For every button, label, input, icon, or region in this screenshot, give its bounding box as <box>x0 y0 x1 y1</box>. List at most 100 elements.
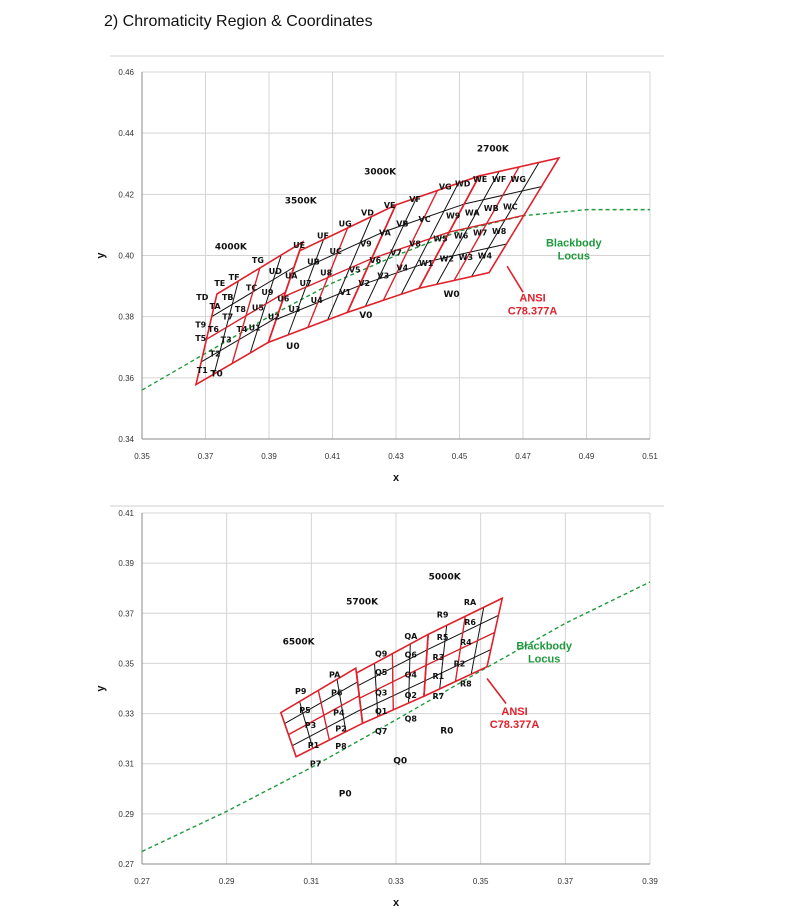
ansi-pointer-line <box>506 265 524 293</box>
bin-label: T8 <box>235 305 246 314</box>
bin-label: W4 <box>478 252 493 261</box>
x-tick-label: 0.47 <box>515 452 531 461</box>
x-tick-label: 0.41 <box>325 452 341 461</box>
bin-label: VF <box>409 195 421 204</box>
bin-label: TD <box>196 293 208 302</box>
ansi-box-5000k <box>423 596 504 698</box>
bin-label: Q9 <box>375 649 388 658</box>
y-tick-label: 0.33 <box>118 710 134 719</box>
y-axis-label: y <box>95 685 107 692</box>
bin-label: P7 <box>310 760 321 769</box>
bin-label: R2 <box>454 659 466 668</box>
bin-label: UA <box>285 271 298 280</box>
cct-label: 3000K <box>364 167 397 177</box>
y-tick-label: 0.27 <box>118 860 134 869</box>
bin-label: W1 <box>419 259 434 268</box>
bin-label: W8 <box>492 227 507 236</box>
bin-label: W5 <box>433 235 448 244</box>
bin-label: V7 <box>390 248 402 257</box>
bin-label: V4 <box>396 264 408 273</box>
bin-label: V9 <box>360 239 372 248</box>
bin-label: VD <box>361 209 374 218</box>
y-axis-label: y <box>95 252 107 259</box>
bin-label: Q5 <box>375 668 388 677</box>
bin-label: Q2 <box>405 691 417 700</box>
bin-label: V6 <box>369 256 381 265</box>
x-tick-label: 0.33 <box>388 877 404 886</box>
bin-label: U2 <box>268 313 280 322</box>
chromaticity-chart-cool: 0.27 0.29 0.31 0.33 0.35 0.37 0.39 0.27 0.29 0.31… <box>95 505 664 909</box>
ansi-quadrangle-outline <box>417 156 561 290</box>
bin-label: P6 <box>331 688 343 697</box>
x-tick-label: 0.39 <box>261 452 277 461</box>
bin-label: P8 <box>335 742 347 751</box>
bin-label: UB <box>307 258 320 267</box>
bin-label: R6 <box>464 618 476 627</box>
bin-label: U5 <box>252 303 264 312</box>
bin-label: UC <box>329 247 341 256</box>
ansi-box-5700k <box>355 632 430 725</box>
bin-label: V5 <box>349 265 361 274</box>
bin-label: Q3 <box>375 688 387 697</box>
bin-label: R4 <box>460 638 472 647</box>
region-label: P0 <box>339 789 352 799</box>
ansi-center-line <box>359 664 427 699</box>
bin-label: TC <box>246 284 257 293</box>
ansi-box-3000k <box>345 174 481 314</box>
x-axis-label: x <box>393 897 400 909</box>
ansi-center-line <box>288 695 360 736</box>
x-tick-label: 0.35 <box>473 877 489 886</box>
region-label: W0 <box>443 290 459 300</box>
bin-label: V2 <box>358 279 370 288</box>
bin-label: UG <box>339 219 352 228</box>
bin-label: U8 <box>320 268 332 277</box>
cct-label: 3500K <box>285 197 318 207</box>
bin-label: T3 <box>221 336 232 345</box>
bin-label: R8 <box>460 679 472 688</box>
cct-label: 5700K <box>346 598 379 608</box>
bin-label: VB <box>396 219 408 228</box>
bin-label: R9 <box>437 611 449 620</box>
x-tick-label: 0.27 <box>134 877 150 886</box>
bin-label: TF <box>229 273 240 282</box>
ansi-pointer-line <box>486 677 507 705</box>
y-tick-label: 0.46 <box>118 68 134 77</box>
blackbody-label: Locus <box>528 654 560 666</box>
bin-label: WF <box>492 175 506 184</box>
bin-label: P3 <box>305 721 316 730</box>
ansi-center-line <box>449 214 525 233</box>
x-tick-label: 0.45 <box>452 452 468 461</box>
bin-label: W6 <box>454 232 469 241</box>
x-tick-label: 0.51 <box>642 452 658 461</box>
bin-label: W7 <box>473 229 487 238</box>
bin-label: VE <box>384 201 396 210</box>
bin-label: V8 <box>409 239 421 248</box>
y-tick-label: 0.44 <box>118 129 134 138</box>
bin-label: U4 <box>311 296 323 305</box>
region-label: V0 <box>359 311 372 321</box>
bin-label: U1 <box>249 323 261 332</box>
bin-label: R1 <box>432 672 444 681</box>
bin-label: Q7 <box>375 727 387 736</box>
blackbody-label: Blackbody <box>516 641 573 653</box>
bin-label: Q1 <box>375 707 388 716</box>
ansi-label: ANSI <box>519 292 545 304</box>
bin-label: U6 <box>277 294 289 303</box>
ansi-quadrangle-outline <box>194 240 305 387</box>
bin-label: W3 <box>459 253 473 262</box>
bin-label: T2 <box>210 349 221 358</box>
bin-label: P2 <box>335 725 346 734</box>
bin-label: VA <box>379 229 392 238</box>
cct-label: 2700K <box>477 145 510 155</box>
ansi-center-line <box>283 258 372 298</box>
blackbody-locus-series <box>141 581 651 853</box>
y-tick-label: 0.38 <box>118 313 134 322</box>
bin-label: W2 <box>440 255 454 264</box>
ansi-center-line <box>206 291 286 340</box>
ansi-label: C78.377A <box>490 719 540 731</box>
region-label: U0 <box>286 342 300 352</box>
y-tick-label: 0.42 <box>118 190 134 199</box>
ansi-box-4000k <box>194 240 305 387</box>
bin-label: WB <box>484 204 499 213</box>
region-label: Q0 <box>393 757 407 767</box>
